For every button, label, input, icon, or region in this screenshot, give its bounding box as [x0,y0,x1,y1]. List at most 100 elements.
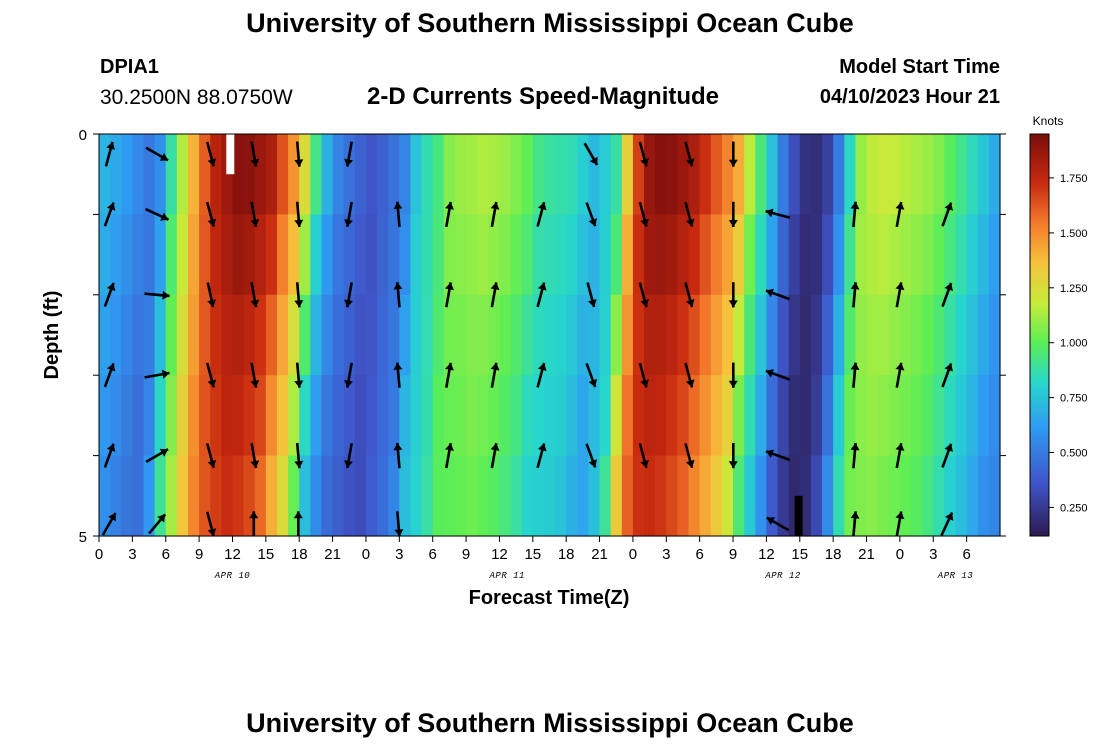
heat-cell [299,134,311,215]
heat-cell [410,455,423,537]
heat-cell [988,455,1001,537]
heat-cell [888,214,901,296]
heat-cell [888,375,901,457]
heat-cell [332,214,345,296]
heat-cell [955,294,968,376]
current-arrow [850,442,860,469]
heat-cell [377,134,389,215]
heat-cell [911,294,923,376]
heat-cell [877,294,890,376]
current-arrow [205,141,217,167]
heat-cell [988,214,1001,296]
heat-cell [321,134,334,215]
arrow-head [850,511,860,519]
current-arrow [850,362,860,388]
heat-cell [254,455,267,537]
heat-cell [922,294,934,376]
arrow-head [250,379,260,388]
current-arrow [144,290,170,300]
heat-cell [621,294,634,376]
arrow-head [294,159,304,167]
heat-cell [644,134,656,215]
heat-cell [176,294,189,376]
x-tick-label: 12 [224,546,241,563]
x-tick-label: 6 [429,546,437,563]
heat-cell [721,294,734,376]
heat-cell [810,134,823,215]
heat-cell [733,455,745,537]
heat-cell [232,455,245,537]
heat-cell [477,294,489,376]
arrow-head [106,141,115,150]
heat-cell [543,455,556,537]
heat-cell [677,375,690,457]
heat-cell [688,214,701,296]
heat-cell [655,455,667,537]
heat-cell [165,455,178,537]
x-axis: 0 3 6 9 12 15 18 21 0 3 6 9 12 15 18 21 0 3 6 9 12 15 18 21 0 3 6 A… [95,536,973,581]
current-arrow [103,282,116,308]
arrow-head [207,218,217,227]
heat-cell [421,214,434,296]
current-arrow [684,443,695,469]
arrow-head [895,511,905,520]
heat-cell [265,375,278,457]
current-arrow [294,201,304,228]
heat-cell [410,214,423,296]
current-arrow [104,141,115,167]
arrow-head [108,513,116,522]
x-tick-label: 21 [591,546,608,563]
heat-cell [410,134,423,215]
current-arrow [490,282,500,308]
heat-cell [599,455,612,537]
markers [226,134,803,536]
heat-cell [766,294,779,376]
heat-cell [744,294,756,376]
arrow-head [207,379,217,388]
heat-cell [955,375,968,457]
heat-cell [121,134,133,215]
heat-cell [733,134,745,215]
arrow-head [393,201,403,210]
heat-cell [276,294,289,376]
arrow-head [850,282,860,290]
heat-cell [877,214,890,296]
heat-cell [788,455,801,537]
heat-cell [354,214,367,296]
arrow-head [537,282,547,291]
heat-cell [143,214,156,296]
heat-cell [377,455,389,537]
heat-cell [154,214,167,296]
heat-cell [777,375,790,457]
heat-cell [855,375,868,457]
heat-cell [599,134,612,215]
heat-cell [966,294,979,376]
colorbar-tick-label: 1.250 [1060,283,1088,295]
current-arrow [393,442,403,469]
heat-cell [466,455,478,537]
heat-cell [165,214,178,296]
heat-cell [810,214,823,296]
arrow-head [589,156,598,165]
heat-cell [621,375,634,457]
colorbar-tick-label: 1.500 [1060,228,1088,240]
heat-cell [944,134,957,215]
current-arrow [728,362,738,388]
current-arrow [294,362,304,388]
arrow-head [393,362,403,370]
heat-cell [755,375,767,457]
current-arrow [728,282,738,308]
arrow-head [250,158,260,167]
arrow-head [294,300,304,308]
heat-cell [944,294,957,376]
current-arrow [393,201,403,228]
x-tick-label: 3 [929,546,937,563]
heat-cell [777,134,790,215]
heat-cell [199,375,211,457]
arrow-head [944,363,953,372]
heat-cell [610,455,623,537]
heat-cell [432,134,445,215]
heat-cell [466,375,478,457]
heat-cell [688,134,701,215]
heat-cell [610,134,623,215]
